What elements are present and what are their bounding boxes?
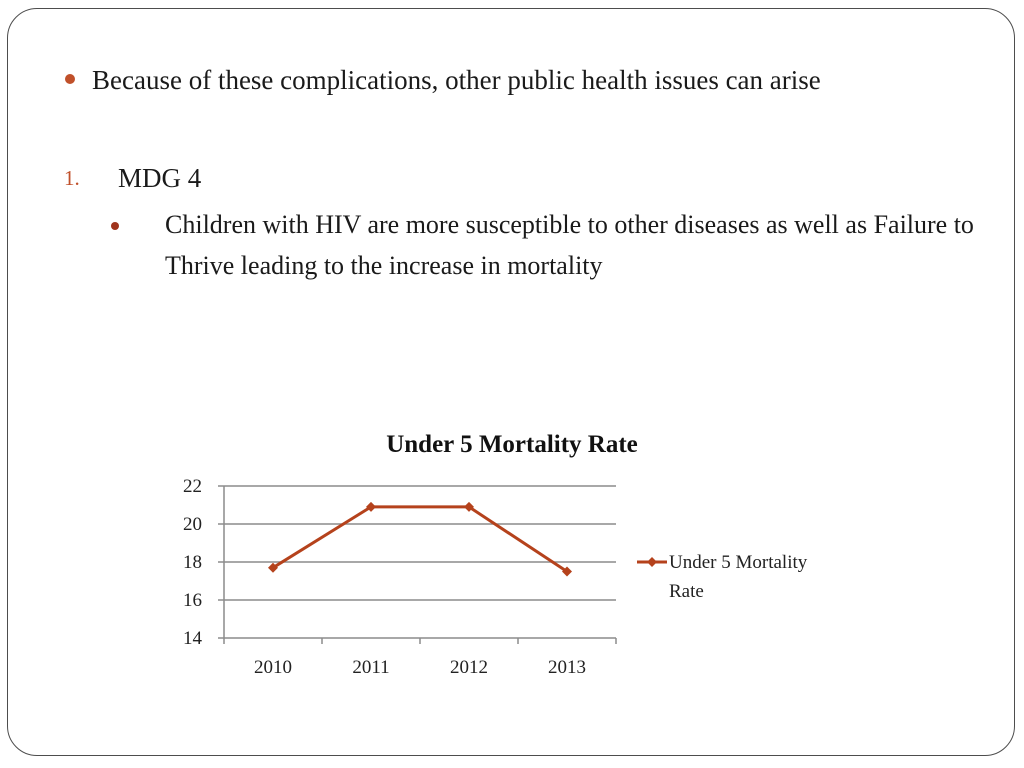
x-tick-label: 2010 xyxy=(254,657,292,678)
bullet-text-complications: Because of these complications, other pu… xyxy=(92,65,821,95)
data-point xyxy=(268,562,278,573)
chart-series xyxy=(268,501,572,577)
y-tick-label: 14 xyxy=(183,628,203,649)
y-tick-label: 16 xyxy=(183,590,202,611)
list-number: 1. xyxy=(64,166,80,190)
chart-legend: Under 5 Mortality Rate xyxy=(637,552,808,602)
data-point xyxy=(562,566,572,577)
x-tick-label: 2011 xyxy=(352,657,389,678)
sub-bullet-text-hiv: Children with HIV are more susceptible t… xyxy=(165,210,974,280)
data-point xyxy=(464,501,474,512)
series-line xyxy=(272,505,568,573)
chart-gridlines xyxy=(224,485,616,601)
sub-bullet-dot xyxy=(111,222,119,230)
chart-title: Under 5 Mortality Rate xyxy=(386,431,638,458)
legend-swatch-marker xyxy=(647,557,657,567)
list-item-mdg4: MDG 4 xyxy=(118,163,202,193)
y-tick-label: 20 xyxy=(183,514,202,535)
slide-frame xyxy=(7,8,1015,756)
y-tick-label: 22 xyxy=(183,476,202,497)
data-point xyxy=(366,501,376,512)
chart-axes: 14 16 18 20 22 2010 2011 2012 2013 xyxy=(183,476,617,678)
x-tick-label: 2013 xyxy=(548,657,586,678)
y-tick-label: 18 xyxy=(183,552,202,573)
bullet-dot xyxy=(65,74,75,84)
x-tick-label: 2012 xyxy=(450,657,488,678)
legend-label: Under 5 Mortality Rate xyxy=(669,552,808,602)
